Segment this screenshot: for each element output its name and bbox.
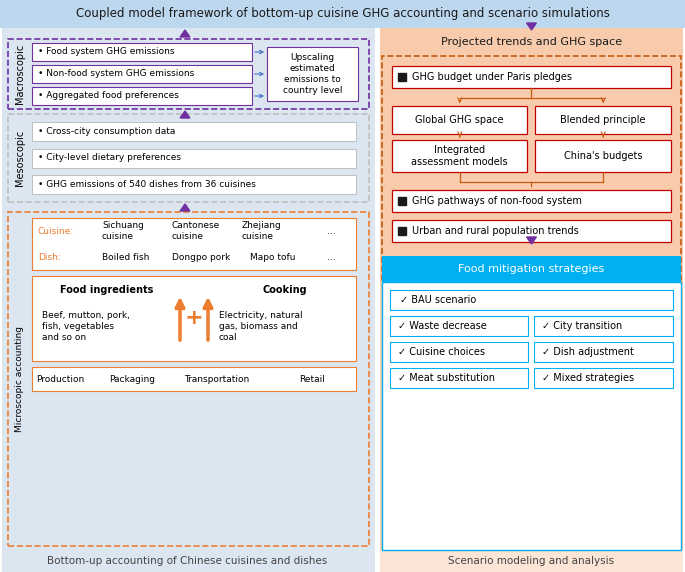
Text: GHG pathways of non-food system: GHG pathways of non-food system <box>412 196 582 206</box>
Text: • City-level dietary preferences: • City-level dietary preferences <box>38 153 181 162</box>
FancyBboxPatch shape <box>392 106 527 134</box>
Text: Cantonese
cuisine: Cantonese cuisine <box>172 221 221 241</box>
Text: Production: Production <box>36 375 84 383</box>
Text: +: + <box>185 308 203 328</box>
FancyBboxPatch shape <box>32 276 356 361</box>
FancyBboxPatch shape <box>534 316 673 336</box>
Text: Mapo tofu: Mapo tofu <box>250 252 295 261</box>
Text: Upscaling
estimated
emissions to
country level: Upscaling estimated emissions to country… <box>283 53 342 95</box>
FancyBboxPatch shape <box>380 28 683 550</box>
FancyBboxPatch shape <box>0 0 685 28</box>
FancyBboxPatch shape <box>2 550 375 572</box>
FancyBboxPatch shape <box>534 368 673 388</box>
FancyBboxPatch shape <box>380 550 683 572</box>
Polygon shape <box>527 23 536 30</box>
Text: ✓ Mixed strategies: ✓ Mixed strategies <box>543 373 634 383</box>
FancyBboxPatch shape <box>390 368 529 388</box>
FancyBboxPatch shape <box>267 47 358 101</box>
FancyBboxPatch shape <box>32 43 252 61</box>
FancyBboxPatch shape <box>2 28 375 550</box>
Text: Sichuang
cuisine: Sichuang cuisine <box>102 221 144 241</box>
Text: Transportation: Transportation <box>184 375 249 383</box>
FancyBboxPatch shape <box>390 290 673 310</box>
Text: Dish:: Dish: <box>38 252 61 261</box>
Text: Global GHG space: Global GHG space <box>416 115 504 125</box>
FancyBboxPatch shape <box>392 220 671 242</box>
Text: • GHG emissions of 540 dishes from 36 cuisines: • GHG emissions of 540 dishes from 36 cu… <box>38 180 256 189</box>
Text: Dongpo pork: Dongpo pork <box>172 252 230 261</box>
Bar <box>398 197 406 205</box>
FancyBboxPatch shape <box>390 316 529 336</box>
Text: ...: ... <box>327 252 336 261</box>
Text: Macroscopic: Macroscopic <box>15 44 25 104</box>
Text: Zhejiang
cuisine: Zhejiang cuisine <box>242 221 282 241</box>
Text: Integrated
assessment models: Integrated assessment models <box>412 145 508 167</box>
FancyBboxPatch shape <box>382 256 681 282</box>
Text: Blended principle: Blended principle <box>560 115 646 125</box>
Text: • Aggregated food preferences: • Aggregated food preferences <box>38 92 179 101</box>
Text: Food ingredients: Food ingredients <box>60 285 153 295</box>
FancyBboxPatch shape <box>32 149 356 168</box>
Text: • Non-food system GHG emissions: • Non-food system GHG emissions <box>38 70 195 78</box>
Text: Cuisine:: Cuisine: <box>38 227 74 236</box>
Text: Retail: Retail <box>299 375 325 383</box>
Text: Urban and rural population trends: Urban and rural population trends <box>412 226 579 236</box>
Text: Mesoscopic: Mesoscopic <box>15 130 25 186</box>
Text: ✓ Waste decrease: ✓ Waste decrease <box>398 321 487 331</box>
Text: ✓ BAU scenario: ✓ BAU scenario <box>400 295 476 305</box>
FancyBboxPatch shape <box>32 367 356 391</box>
FancyBboxPatch shape <box>32 65 252 83</box>
Text: Scenario modeling and analysis: Scenario modeling and analysis <box>449 556 614 566</box>
Text: Electricity, natural
gas, biomass and
coal: Electricity, natural gas, biomass and co… <box>219 311 303 342</box>
FancyBboxPatch shape <box>32 87 252 105</box>
FancyBboxPatch shape <box>382 282 681 550</box>
Text: ✓ City transition: ✓ City transition <box>543 321 623 331</box>
Text: Coupled model framework of bottom-up cuisine GHG accounting and scenario simulat: Coupled model framework of bottom-up cui… <box>75 7 610 21</box>
Text: Microscopic accounting: Microscopic accounting <box>16 326 25 432</box>
Text: Food mitigation strategies: Food mitigation strategies <box>458 264 605 274</box>
Text: Bottom-up accounting of Chinese cuisines and dishes: Bottom-up accounting of Chinese cuisines… <box>47 556 327 566</box>
Polygon shape <box>527 237 536 244</box>
Text: • Food system GHG emissions: • Food system GHG emissions <box>38 47 175 57</box>
Text: China's budgets: China's budgets <box>564 151 643 161</box>
FancyBboxPatch shape <box>392 66 671 88</box>
FancyBboxPatch shape <box>392 140 527 172</box>
FancyBboxPatch shape <box>392 190 671 212</box>
Text: Cooking: Cooking <box>262 285 308 295</box>
FancyBboxPatch shape <box>390 342 529 362</box>
Text: Projected trends and GHG space: Projected trends and GHG space <box>441 37 622 47</box>
FancyBboxPatch shape <box>536 106 671 134</box>
FancyBboxPatch shape <box>536 140 671 172</box>
Text: GHG budget under Paris pledges: GHG budget under Paris pledges <box>412 72 572 82</box>
FancyBboxPatch shape <box>380 28 683 56</box>
Text: Boiled fish: Boiled fish <box>102 252 149 261</box>
FancyBboxPatch shape <box>32 218 356 270</box>
Polygon shape <box>180 111 190 118</box>
Text: Beef, mutton, pork,
fish, vegetables
and so on: Beef, mutton, pork, fish, vegetables and… <box>42 311 130 342</box>
FancyBboxPatch shape <box>32 122 356 141</box>
Bar <box>398 227 406 235</box>
Text: ✓ Cuisine choices: ✓ Cuisine choices <box>398 347 485 357</box>
Bar <box>398 73 406 81</box>
Polygon shape <box>180 204 190 211</box>
Text: ...: ... <box>327 227 336 236</box>
FancyBboxPatch shape <box>32 175 356 194</box>
Text: Packaging: Packaging <box>109 375 155 383</box>
FancyBboxPatch shape <box>534 342 673 362</box>
Polygon shape <box>180 30 190 37</box>
Text: ✓ Dish adjustment: ✓ Dish adjustment <box>543 347 634 357</box>
Text: ✓ Meat substitution: ✓ Meat substitution <box>398 373 495 383</box>
Text: • Cross-city consumption data: • Cross-city consumption data <box>38 127 175 136</box>
